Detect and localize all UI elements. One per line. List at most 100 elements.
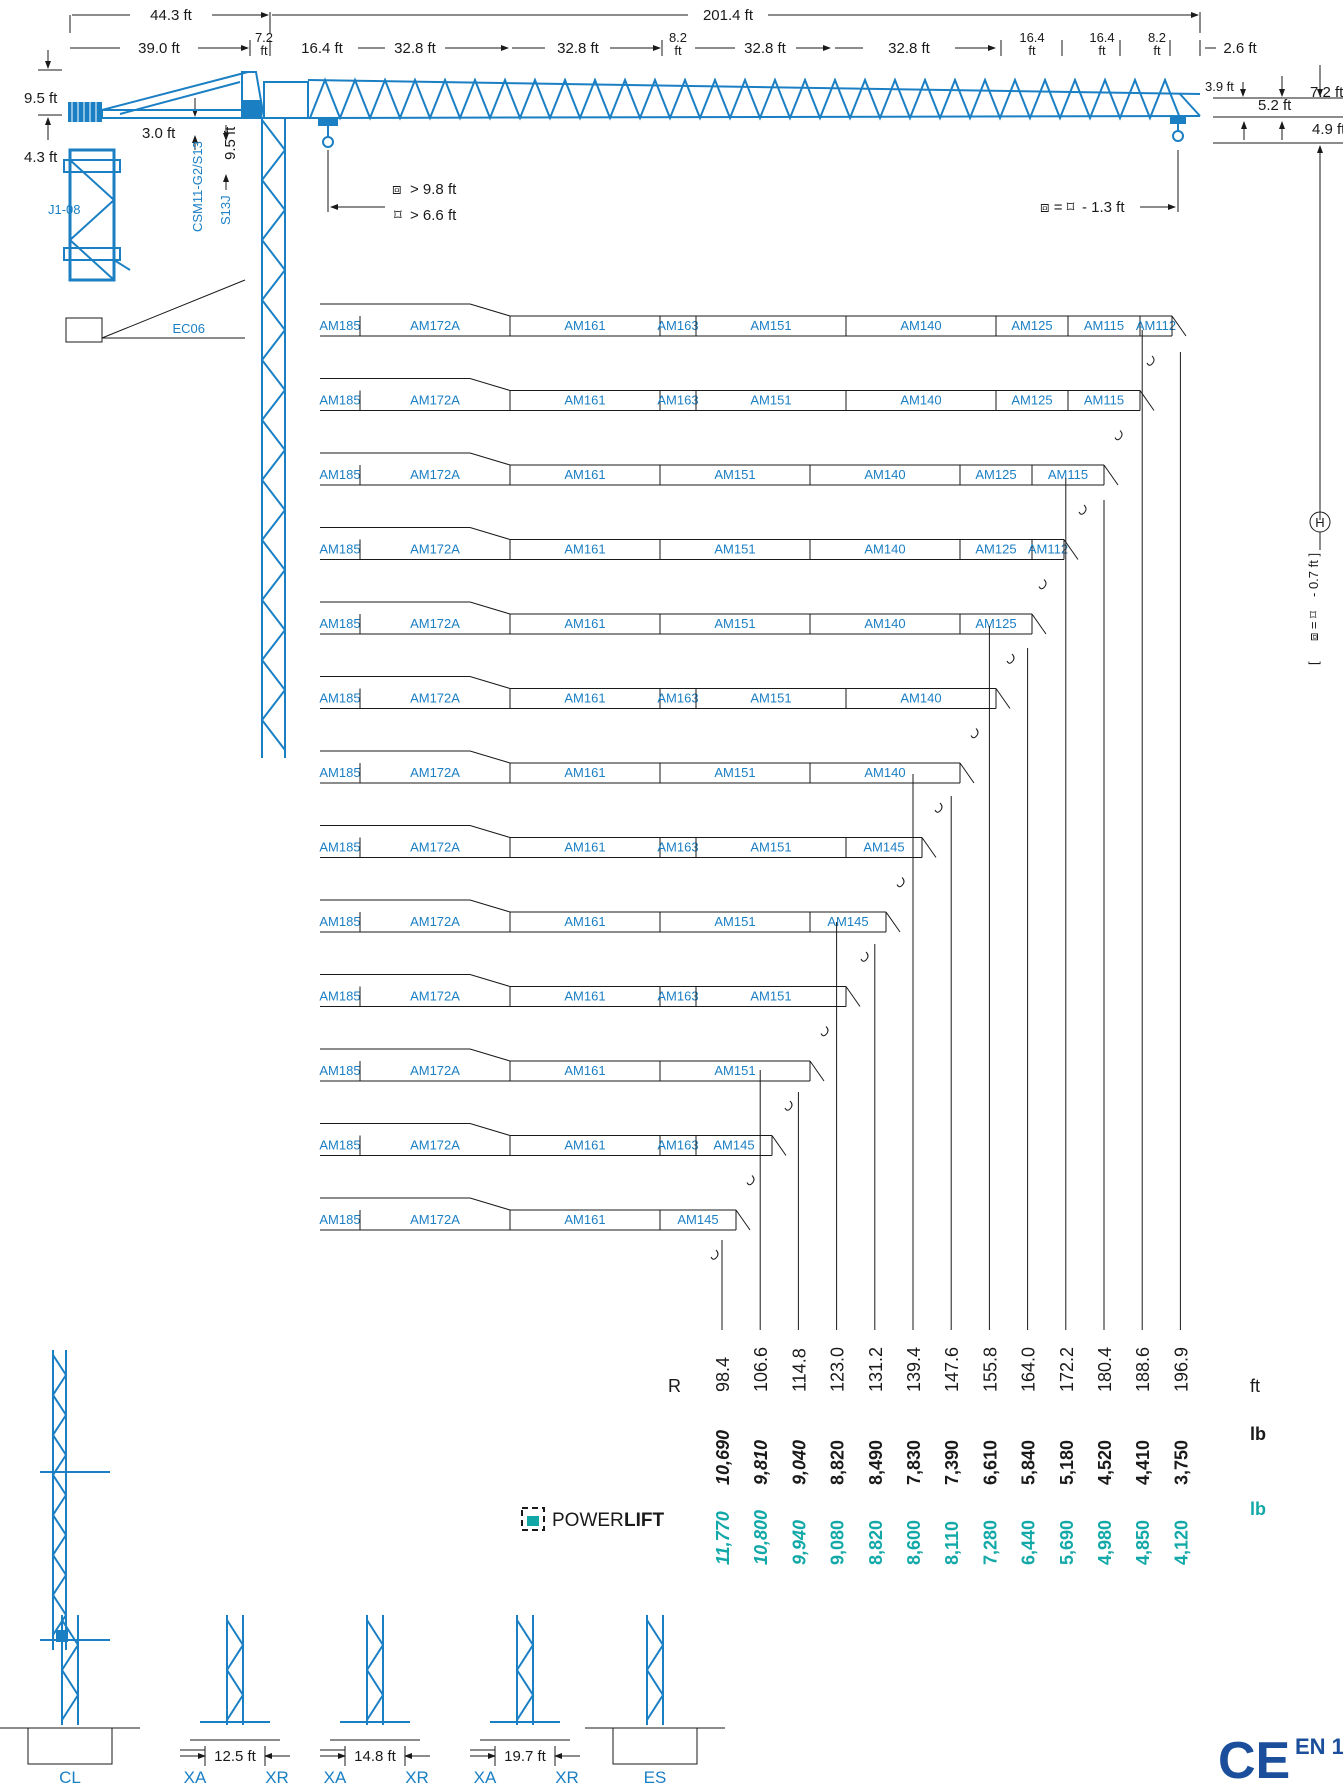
radius-value: 123.0 — [828, 1347, 848, 1392]
jib-segment-label: AM151 — [750, 840, 791, 855]
hook-icon — [934, 802, 943, 813]
jib-segment-label: AM125 — [975, 542, 1016, 557]
base-option: ES — [585, 1615, 725, 1783]
dim-16-4ft-c: 16.4 — [1089, 30, 1114, 45]
svg-text:ft: ft — [1098, 43, 1106, 58]
jib-tip — [845, 986, 861, 1007]
counter-jib-length: 44.3 ft — [150, 7, 193, 24]
jib-segment-label: AM161 — [564, 1138, 605, 1153]
jib-segment-label: AM185 — [319, 691, 360, 706]
jib-segment-label: AM172A — [410, 542, 460, 557]
radius-value: 172.2 — [1057, 1347, 1077, 1392]
jib-config: AM185 AM172A AM161 AM151 AM140 AM125 — [319, 601, 1047, 664]
powerlift-value: 10,800 — [751, 1510, 771, 1565]
base-code: ES — [644, 1768, 667, 1783]
jib-config: AM185 AM172A AM161 AM163 AM151 AM140 AM125 AM11… — [319, 303, 1187, 366]
dim-16-4ft: 16.4 ft — [301, 40, 344, 57]
jib-segment-label: AM161 — [564, 616, 605, 631]
jib-segment-label: AM172A — [410, 616, 460, 631]
load-value: 5,180 — [1057, 1440, 1077, 1485]
radius-value: 180.4 — [1095, 1347, 1115, 1392]
dim-16-4ft-b: 16.4 — [1019, 30, 1044, 45]
jib-config: AM185 AM172A AM161 AM151 — [319, 1048, 825, 1111]
svg-text:> 9.8 ft: > 9.8 ft — [410, 181, 457, 198]
jib-segment-label: AM185 — [319, 1063, 360, 1078]
powerlift-value: 5,690 — [1057, 1520, 1077, 1565]
jib-tip — [1031, 613, 1047, 635]
base-option: 14.8 ft XA XR — [320, 1615, 430, 1783]
hook-icon — [970, 728, 979, 739]
jib-tip — [921, 837, 937, 858]
height-note: [ ⧈ = ⌑ - 0.7 ft ] — [1306, 553, 1321, 665]
dim-7-2ft-right: 7.2 ft — [1310, 84, 1343, 101]
load-value: 7,830 — [904, 1440, 924, 1485]
load-value: 8,820 — [828, 1440, 848, 1485]
dim-9-5ft-right: 9.5 ft — [222, 126, 239, 160]
jib-segment-label: AM125 — [975, 467, 1016, 482]
load-value: 6,610 — [980, 1440, 1000, 1485]
jib-segment-label: AM172A — [410, 691, 460, 706]
load-value: 4,410 — [1133, 1440, 1153, 1485]
hook-icon — [1078, 504, 1087, 515]
dim-3-0ft: 3.0 ft — [142, 125, 176, 142]
jib-segment-label: AM151 — [714, 914, 755, 929]
radius-value: 188.6 — [1133, 1347, 1153, 1392]
jib-config: AM185 AM172A AM161 AM163 AM151 AM140 AM125 AM11… — [319, 378, 1155, 441]
jib-segment-label: AM151 — [714, 1063, 755, 1078]
jib-segment-label: AM151 — [750, 691, 791, 706]
dim-5-2ft: 5.2 ft — [1258, 97, 1292, 114]
jib-config: AM185 AM172A AM161 AM145 — [319, 1197, 751, 1260]
jib-segment-label: AM161 — [564, 318, 605, 333]
jib-segment-label: AM172A — [410, 765, 460, 780]
jib-segment-label: AM125 — [975, 616, 1016, 631]
svg-text:ft: ft — [260, 43, 268, 58]
dim-7-2ft: 7.2 — [255, 30, 273, 45]
load-value: 10,690 — [713, 1430, 733, 1485]
dim-2-6ft: 2.6 ft — [1223, 40, 1257, 57]
ce-logo: CE — [1218, 1732, 1290, 1783]
powerlift-value: 6,440 — [1019, 1520, 1039, 1565]
dim-9-5ft-left: 9.5 ft — [24, 90, 58, 107]
double-trolley-note: ⧈ — [392, 181, 402, 198]
jib-segment-label: AM172A — [410, 393, 460, 408]
jib-segment-label: AM163 — [657, 840, 698, 855]
tower-mast — [260, 118, 287, 758]
jib-segment-label: AM185 — [319, 467, 360, 482]
svg-text:[: [ — [1306, 661, 1321, 665]
powerlift-value: 7,280 — [980, 1520, 1000, 1565]
jib-segment-label: AM161 — [564, 467, 605, 482]
jib-configurations: AM185 AM172A AM161 AM163 AM151 AM140 AM125 AM11… — [319, 303, 1187, 1260]
radius-label: R — [668, 1376, 681, 1396]
powerlift-value: 8,110 — [942, 1521, 962, 1565]
end-trolley-note: ⧈ = ⌑ — [1040, 199, 1075, 216]
hook-icon — [1038, 579, 1047, 590]
base-option: 12.5 ft XA XR — [180, 1615, 290, 1783]
jib-segment-label: AM112 — [1136, 318, 1176, 333]
jib-segment-label: AM140 — [900, 691, 941, 706]
dim-4-9ft: 4.9 ft — [1312, 121, 1343, 138]
jib-tip — [959, 762, 975, 784]
jib-segment-label: AM140 — [864, 616, 905, 631]
radius-value: 155.8 — [980, 1347, 1000, 1392]
jib-tip — [1063, 539, 1079, 560]
hook-icon — [896, 877, 905, 888]
jib-segment-label: AM185 — [319, 542, 360, 557]
jib-segment-label: AM185 — [319, 1138, 360, 1153]
base-code: XA — [324, 1768, 347, 1783]
svg-text:ft: ft — [1028, 43, 1036, 58]
jib-segment-label: AM161 — [564, 393, 605, 408]
trolley-notes: ⧈ > 9.8 ft ⌑ > 6.6 ft ⧈ = ⌑ - 1.3 ft — [327, 150, 1179, 224]
dim-32-8ft-b: 32.8 ft — [557, 40, 600, 57]
hook-icon — [746, 1175, 755, 1186]
hook-icon — [1006, 653, 1015, 664]
load-value: 3,750 — [1171, 1440, 1191, 1485]
jib-length: 201.4 ft — [703, 7, 754, 24]
base-code-2: XR — [265, 1768, 289, 1783]
base-code: XA — [474, 1768, 497, 1783]
radius-value: 114.8 — [789, 1348, 809, 1392]
mast-label: CSM11-G2/S13 — [190, 141, 205, 232]
jib-segment-label: AM163 — [657, 1138, 698, 1153]
jib-segment-label: AM151 — [750, 393, 791, 408]
jib-segment-label: AM140 — [900, 393, 941, 408]
